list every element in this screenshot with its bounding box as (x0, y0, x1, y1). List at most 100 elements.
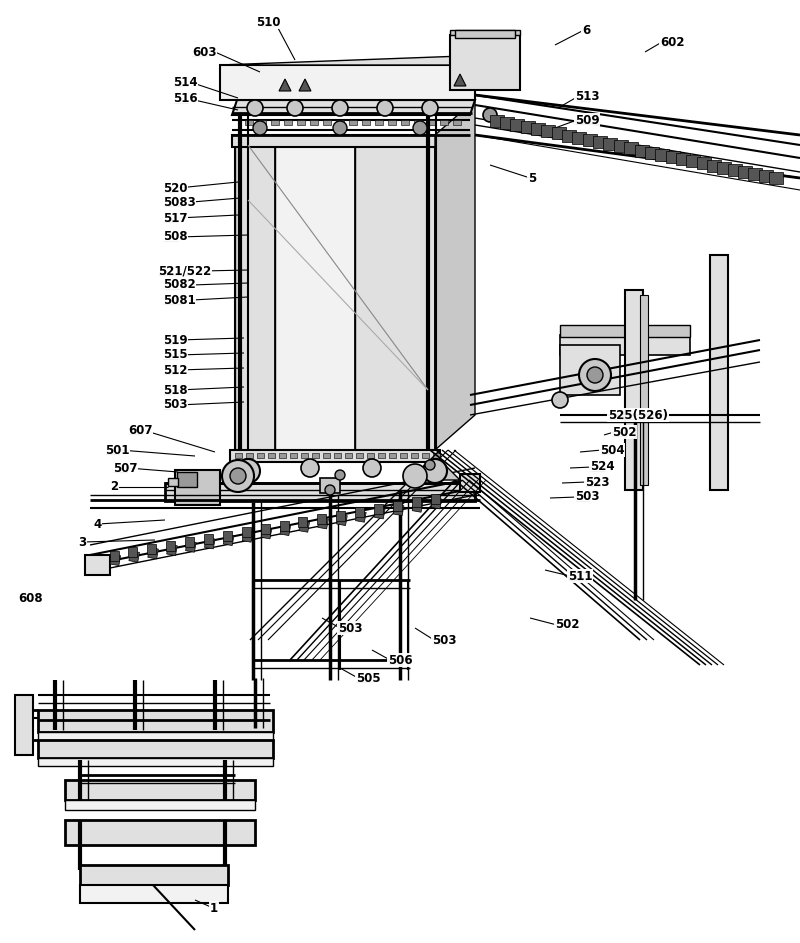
Bar (175, 470, 220, 505)
Text: 507: 507 (113, 461, 138, 474)
Text: 514: 514 (173, 75, 198, 89)
Bar (431, 494, 440, 504)
Bar (85, 555, 110, 575)
Bar (110, 551, 119, 561)
Circle shape (413, 121, 427, 135)
Bar (583, 134, 597, 146)
Bar (38, 740, 273, 758)
Bar (186, 541, 196, 553)
Circle shape (247, 100, 263, 116)
Bar (728, 164, 742, 176)
Bar (337, 514, 347, 525)
Bar (334, 453, 341, 458)
Circle shape (552, 392, 568, 408)
Bar (275, 145, 355, 455)
Bar (759, 170, 773, 182)
Bar (246, 453, 253, 458)
Text: 505: 505 (356, 671, 381, 685)
Bar (552, 127, 566, 139)
Text: 503: 503 (163, 399, 187, 411)
Bar (38, 710, 273, 732)
Polygon shape (299, 79, 311, 91)
Bar (110, 554, 121, 566)
Bar (65, 820, 255, 845)
Text: 508: 508 (163, 230, 188, 243)
Bar (230, 450, 440, 462)
Text: 521/522: 521/522 (158, 264, 211, 277)
Circle shape (377, 100, 393, 116)
Text: 503: 503 (338, 621, 362, 635)
Bar (531, 123, 545, 135)
Circle shape (425, 460, 435, 470)
Bar (320, 478, 340, 493)
Bar (686, 155, 700, 167)
Bar (268, 453, 275, 458)
Text: 3: 3 (78, 536, 86, 549)
Text: 602: 602 (660, 36, 685, 48)
Bar (401, 120, 409, 125)
Bar (261, 524, 270, 534)
Circle shape (579, 359, 611, 391)
Bar (290, 453, 297, 458)
Bar (298, 517, 307, 527)
Text: 5081: 5081 (163, 293, 196, 306)
Circle shape (422, 100, 438, 116)
Bar (356, 453, 363, 458)
Circle shape (253, 121, 267, 135)
Bar (38, 732, 273, 742)
Bar (323, 120, 331, 125)
Bar (271, 120, 279, 125)
Bar (165, 483, 475, 501)
Bar (355, 507, 364, 517)
Polygon shape (435, 100, 475, 450)
Bar (148, 548, 158, 559)
Bar (412, 501, 423, 512)
Bar (235, 145, 435, 455)
Bar (717, 162, 731, 174)
Circle shape (230, 468, 246, 484)
Bar (336, 120, 344, 125)
Circle shape (363, 459, 381, 477)
Bar (541, 125, 555, 137)
Bar (500, 117, 514, 129)
Bar (204, 534, 213, 544)
Bar (299, 521, 310, 532)
Text: 502: 502 (555, 619, 579, 632)
Bar (393, 501, 402, 511)
Bar (645, 147, 659, 159)
Bar (280, 521, 289, 531)
Bar (310, 120, 318, 125)
Circle shape (587, 367, 603, 383)
Bar (427, 120, 435, 125)
Text: 4: 4 (93, 518, 102, 531)
Bar (411, 453, 418, 458)
Text: 603: 603 (192, 45, 217, 58)
Text: 509: 509 (575, 113, 600, 126)
Text: 503: 503 (432, 634, 457, 647)
Bar (374, 504, 383, 514)
Text: 5083: 5083 (163, 195, 196, 208)
Bar (242, 527, 251, 537)
Bar (635, 145, 649, 157)
Bar (318, 518, 328, 529)
Bar (258, 120, 266, 125)
Bar (301, 453, 308, 458)
Polygon shape (220, 55, 490, 65)
Bar (748, 168, 762, 180)
Bar (317, 514, 326, 524)
Circle shape (325, 485, 335, 495)
Circle shape (222, 460, 254, 492)
Bar (450, 35, 520, 90)
Bar (235, 453, 242, 458)
Bar (374, 507, 385, 519)
Text: 520: 520 (163, 181, 187, 194)
Text: 515: 515 (163, 349, 188, 361)
Bar (625, 290, 643, 490)
Bar (128, 547, 137, 557)
Bar (284, 120, 292, 125)
Bar (431, 498, 442, 509)
Circle shape (236, 459, 260, 483)
Text: 516: 516 (173, 92, 198, 106)
Text: 524: 524 (590, 460, 614, 473)
Bar (280, 524, 290, 536)
